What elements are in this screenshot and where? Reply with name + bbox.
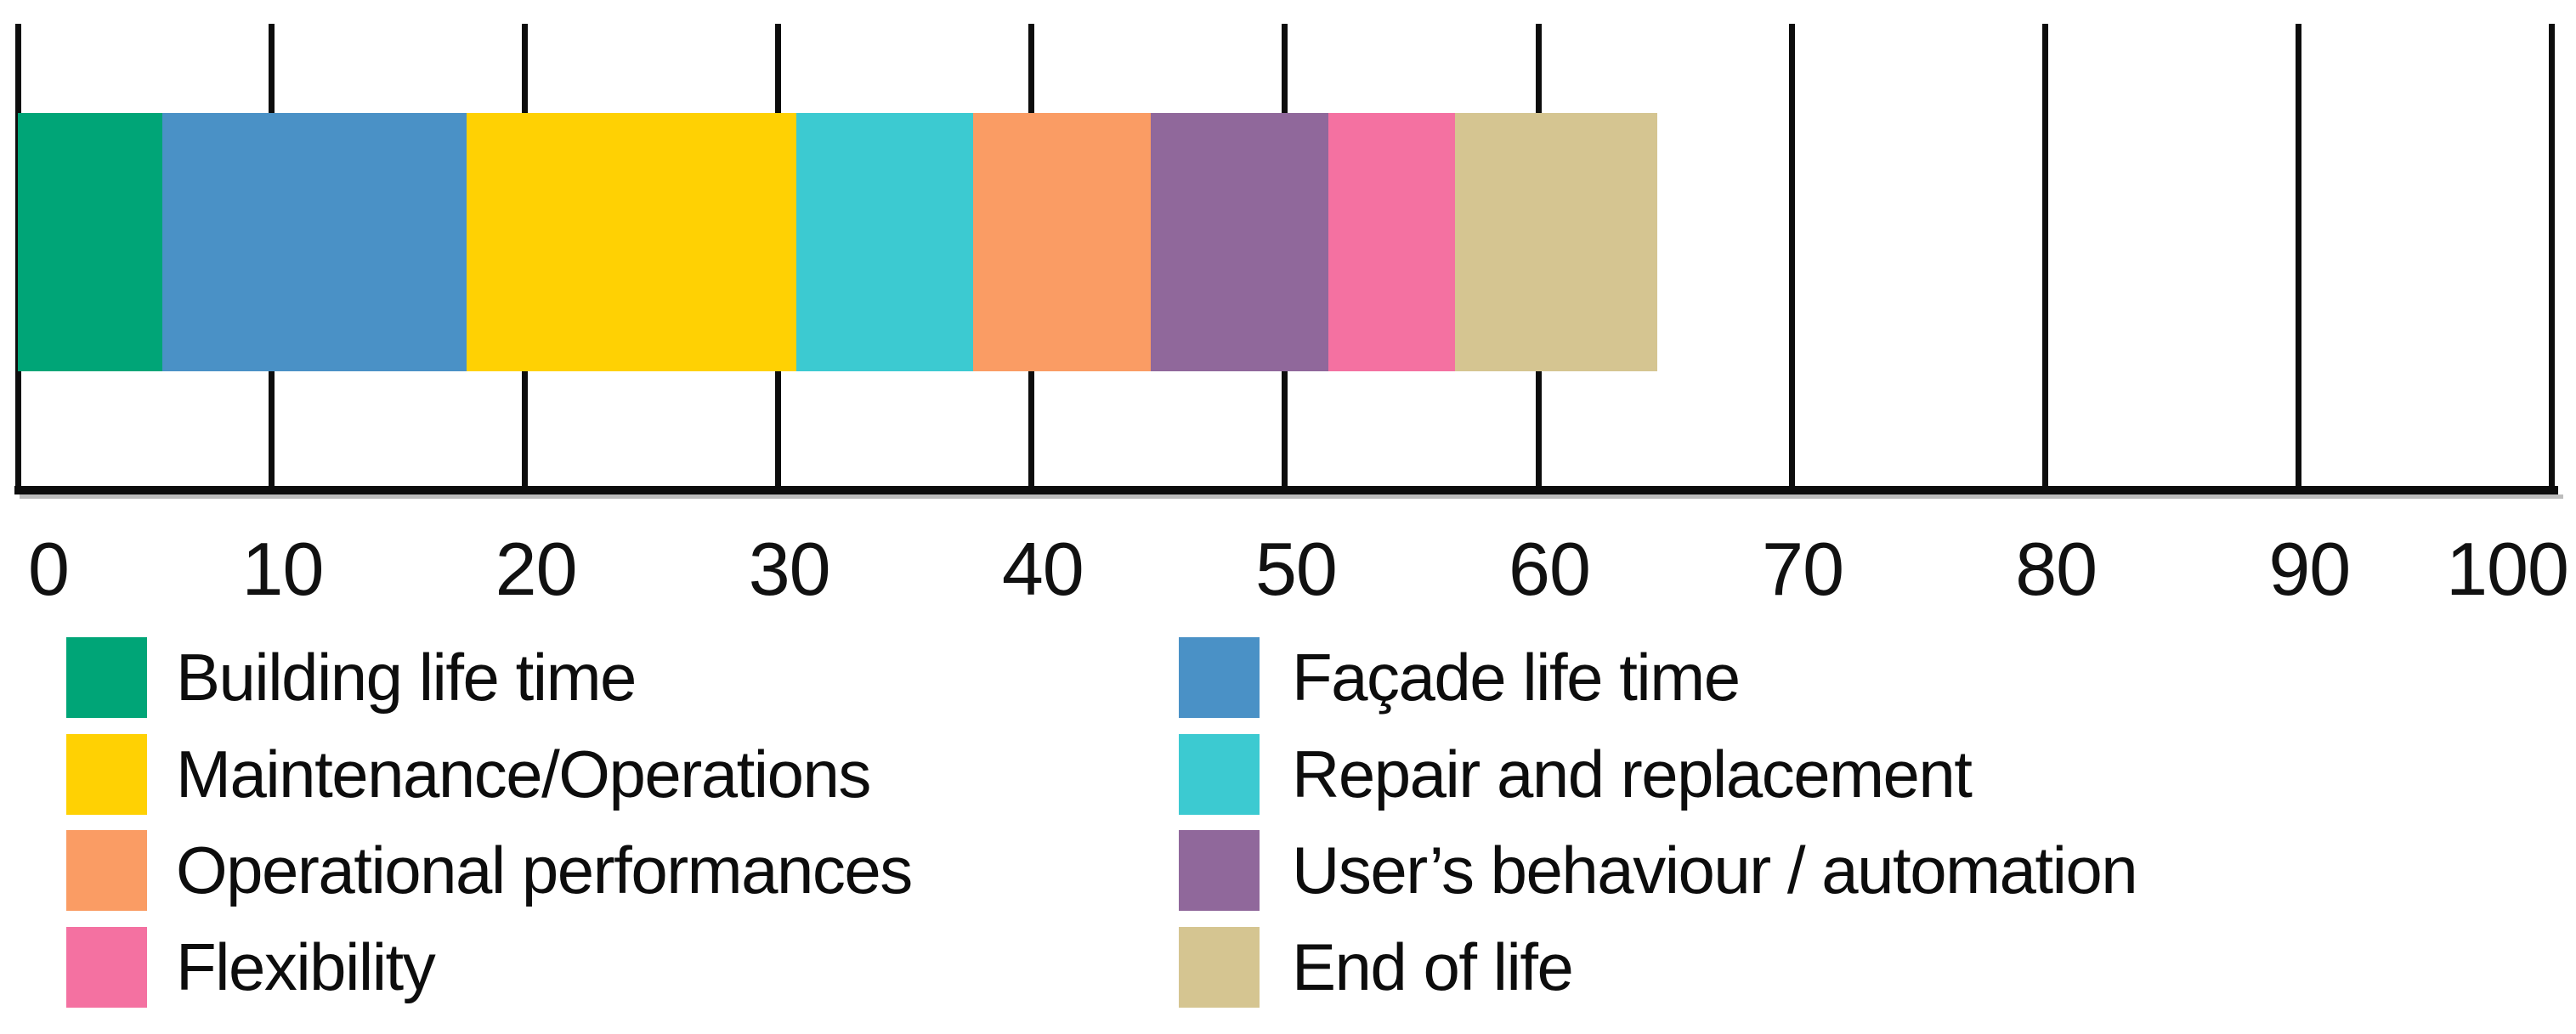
x-tick-label-30: 30 bbox=[748, 527, 831, 611]
bar-segment-building-life-time bbox=[18, 113, 163, 371]
legend-swatch-icon bbox=[1179, 734, 1260, 815]
stacked-bar-chart: 0 10 20 30 40 50 60 70 80 90 100 bbox=[14, 24, 2569, 611]
legend-label: Building life time bbox=[176, 640, 637, 715]
x-tick-label-40: 40 bbox=[1001, 527, 1084, 611]
x-tick-label-10: 10 bbox=[241, 527, 325, 611]
legend-label: User’s behaviour / automation bbox=[1292, 833, 2138, 907]
gridline-90 bbox=[2295, 24, 2301, 486]
x-tick-label-20: 20 bbox=[495, 527, 578, 611]
legend-swatch-icon bbox=[1179, 927, 1260, 1008]
bar-segment-user-s-behaviour-automation bbox=[1150, 113, 1328, 371]
legend-label: Façade life time bbox=[1292, 640, 1741, 715]
x-tick-label-0: 0 bbox=[28, 527, 70, 611]
x-tick-label-100: 100 bbox=[2446, 527, 2569, 611]
x-tick-label-50: 50 bbox=[1254, 527, 1338, 611]
stacked-bar bbox=[18, 113, 1658, 371]
x-tick-label-90: 90 bbox=[2268, 527, 2351, 611]
legend-swatch-icon bbox=[1179, 830, 1260, 911]
gridline-100 bbox=[2548, 24, 2555, 486]
bar-segment-fa-ade-life-time bbox=[162, 113, 467, 371]
x-axis-shadow bbox=[20, 494, 2563, 499]
legend-label: Flexibility bbox=[176, 929, 436, 1004]
bar-segment-flexibility bbox=[1328, 113, 1455, 371]
x-tick-label-80: 80 bbox=[2015, 527, 2098, 611]
bar-segment-repair-and-replacement bbox=[795, 113, 974, 371]
x-tick-label-70: 70 bbox=[1762, 527, 1844, 611]
legend-label: Operational performances bbox=[176, 833, 913, 907]
legend-swatch-icon bbox=[66, 734, 147, 815]
x-axis-line bbox=[14, 486, 2558, 494]
legend-swatch-icon bbox=[66, 927, 147, 1008]
gridline-80 bbox=[2041, 24, 2048, 486]
legend-label: End of life bbox=[1292, 929, 1574, 1004]
bar-segment-end-of-life bbox=[1454, 113, 1658, 371]
bar-segment-maintenance-operations bbox=[467, 113, 796, 371]
legend-label: Repair and replacement bbox=[1292, 737, 1973, 811]
bar-segment-operational-performances bbox=[973, 113, 1151, 371]
gridline-70 bbox=[1788, 24, 1795, 486]
legend-label: Maintenance/Operations bbox=[176, 737, 871, 811]
legend-swatch-icon bbox=[1179, 637, 1260, 718]
x-tick-label-60: 60 bbox=[1509, 527, 1591, 611]
legend-swatch-icon bbox=[66, 637, 147, 718]
legend-swatch-icon bbox=[66, 830, 147, 911]
